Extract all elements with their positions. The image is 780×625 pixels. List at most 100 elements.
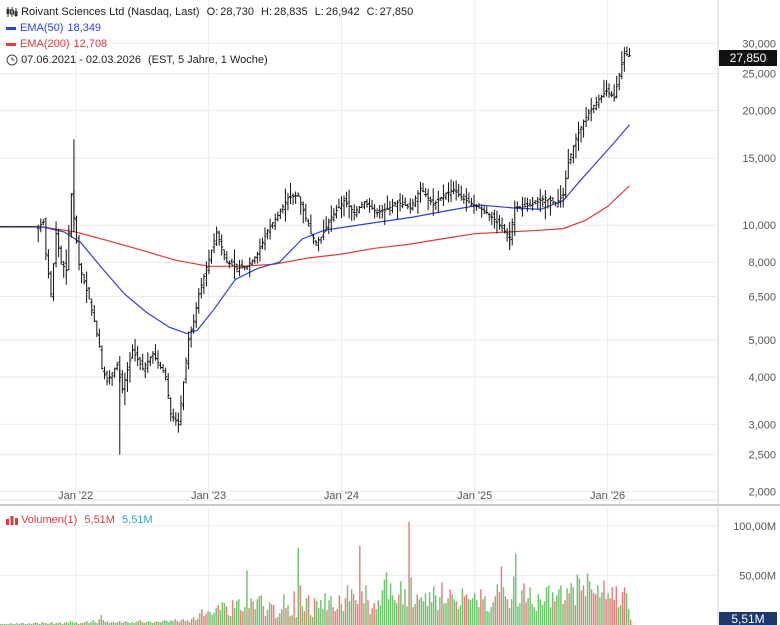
ema50-legend[interactable]: EMA(50) 18,349 bbox=[6, 21, 105, 35]
volume-bar bbox=[502, 587, 505, 625]
price-bar bbox=[622, 47, 626, 72]
price-bar bbox=[291, 193, 295, 205]
price-bar bbox=[332, 208, 336, 222]
price-bar bbox=[174, 412, 178, 426]
volume-bar bbox=[463, 596, 466, 625]
price-bar bbox=[584, 107, 588, 128]
volume-bar bbox=[283, 594, 285, 625]
volume-bar bbox=[603, 580, 605, 625]
price-bar bbox=[625, 46, 629, 57]
price-bar bbox=[541, 195, 545, 208]
price-bar bbox=[74, 215, 78, 244]
price-bar bbox=[388, 200, 392, 216]
volume-bar bbox=[32, 623, 35, 625]
price-bar bbox=[441, 184, 445, 206]
price-bar bbox=[339, 196, 343, 219]
volume-bar bbox=[176, 621, 178, 625]
volume-bar bbox=[560, 585, 562, 625]
volume-bar bbox=[133, 623, 135, 625]
price-bar bbox=[248, 257, 252, 278]
volume-bar bbox=[84, 622, 86, 625]
price-bar bbox=[620, 51, 624, 80]
volume-bar bbox=[500, 566, 503, 625]
volume-bar bbox=[627, 609, 630, 625]
price-bar bbox=[181, 381, 185, 411]
price-bar bbox=[179, 395, 183, 426]
price-bar bbox=[337, 198, 341, 209]
volume-bar bbox=[155, 621, 158, 625]
price-bar bbox=[156, 350, 160, 369]
volume-bar bbox=[385, 572, 388, 625]
volume-bar bbox=[590, 589, 593, 625]
volume-bar bbox=[576, 574, 579, 625]
volume-bar bbox=[94, 622, 96, 625]
volume-bar bbox=[437, 610, 439, 625]
price-bar bbox=[322, 219, 326, 241]
volume-bar bbox=[287, 605, 289, 625]
volume-bar bbox=[264, 616, 267, 625]
price-bar bbox=[610, 91, 614, 98]
price-bar bbox=[459, 185, 463, 201]
price-bar bbox=[171, 408, 175, 422]
price-bar bbox=[548, 195, 552, 216]
volume-bar bbox=[313, 598, 316, 625]
ema200-swatch bbox=[6, 42, 16, 46]
volume-bar bbox=[160, 622, 162, 625]
volume-bar bbox=[400, 581, 402, 625]
price-bar bbox=[602, 79, 606, 98]
volume-bar bbox=[297, 547, 299, 625]
volume-bar bbox=[196, 619, 199, 625]
price-bar bbox=[416, 190, 420, 214]
price-bar bbox=[607, 83, 611, 98]
volume-bar bbox=[209, 612, 211, 625]
price-bar bbox=[115, 362, 119, 371]
volume-bar bbox=[90, 622, 92, 625]
volume-bar bbox=[435, 595, 437, 625]
price-bar bbox=[342, 195, 346, 217]
volume-bar bbox=[623, 587, 626, 625]
price-bar bbox=[148, 356, 152, 367]
volume-bar bbox=[582, 585, 585, 625]
volume-bar bbox=[102, 620, 105, 625]
volume-bar bbox=[609, 598, 611, 625]
price-bar bbox=[444, 192, 448, 201]
price-bar bbox=[141, 353, 145, 371]
volume-bar bbox=[192, 617, 195, 625]
volume-legend[interactable]: Volumen(1) 5,51M 5,51M bbox=[6, 513, 157, 527]
price-bar bbox=[495, 210, 499, 234]
volume-bar bbox=[601, 592, 603, 625]
volume-tick-label: 100,00M bbox=[733, 521, 776, 533]
volume-bar bbox=[420, 597, 423, 625]
volume-bar bbox=[445, 603, 447, 625]
volume-bar bbox=[67, 623, 70, 625]
volume-bar bbox=[465, 594, 468, 625]
volume-bar bbox=[367, 600, 369, 625]
volume-bar bbox=[496, 584, 499, 625]
price-bar bbox=[306, 218, 310, 227]
price-bar bbox=[408, 198, 412, 214]
price-bar bbox=[452, 181, 456, 195]
volume-bar bbox=[492, 602, 494, 625]
volume-bar bbox=[428, 592, 431, 625]
volume-bar bbox=[359, 545, 361, 625]
ema200-legend[interactable]: EMA(200) 12,708 bbox=[6, 37, 111, 51]
volume-bar bbox=[311, 617, 314, 625]
volume-bar bbox=[625, 593, 628, 625]
volume-bar bbox=[59, 622, 61, 625]
price-bar bbox=[289, 183, 293, 205]
ema50-swatch bbox=[6, 26, 16, 30]
volume-bar bbox=[201, 609, 203, 625]
volume-bar bbox=[439, 597, 441, 625]
price-bar bbox=[406, 203, 410, 210]
volume-bar bbox=[324, 593, 326, 625]
volume-bar bbox=[211, 615, 213, 625]
ema200-value: 12,708 bbox=[73, 38, 108, 50]
volume-bar bbox=[580, 590, 583, 625]
price-bar bbox=[125, 362, 129, 393]
price-bar bbox=[365, 199, 369, 208]
volume-bar bbox=[227, 615, 230, 625]
volume-bar bbox=[100, 615, 102, 625]
price-bar bbox=[520, 196, 524, 217]
price-bar bbox=[243, 265, 247, 271]
